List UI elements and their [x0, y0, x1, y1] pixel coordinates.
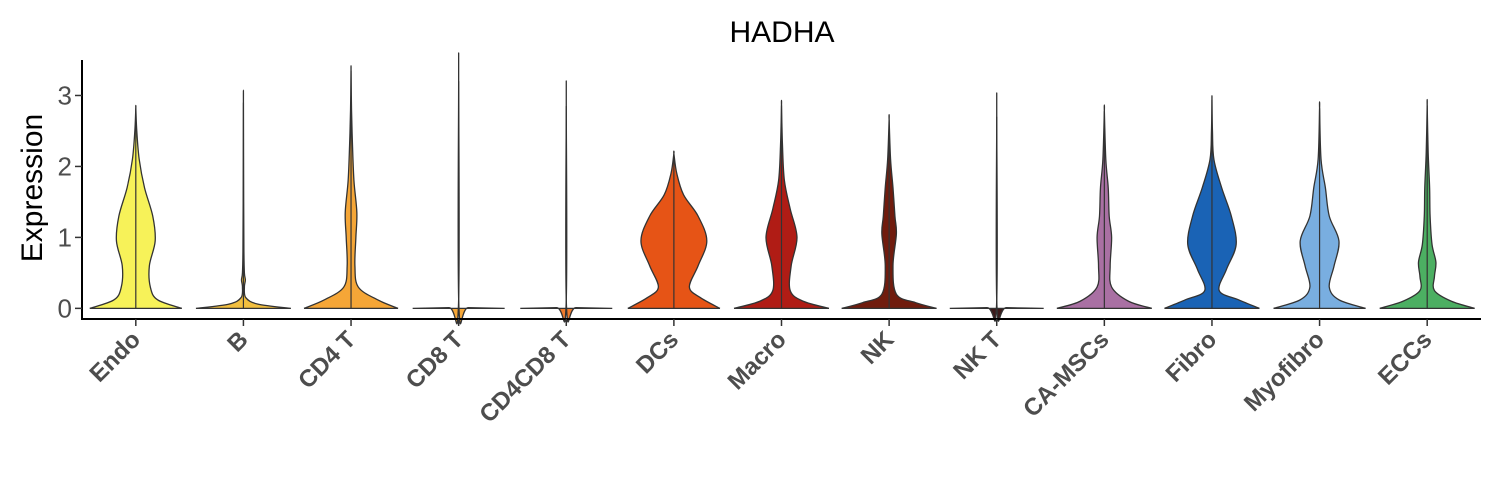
- x-tick-label: B: [222, 326, 253, 357]
- x-tick-label: Myofibro: [1239, 326, 1330, 417]
- x-tick-label: CD4CD8 T: [474, 326, 576, 428]
- y-ticks: 0 1 2 3: [58, 80, 82, 323]
- y-axis-label: Expression: [16, 114, 49, 262]
- x-tick-label: ECCs: [1373, 326, 1437, 390]
- y-tick-label: 2: [58, 151, 72, 181]
- x-ticks: Endo B CD4 T CD8 T CD4CD8 T DCs Macro NK NK T CA-…: [85, 319, 1437, 428]
- x-tick-label: Macro: [723, 326, 792, 395]
- x-tick-label: DCs: [631, 326, 684, 379]
- y-tick-label: 3: [58, 80, 72, 110]
- x-tick-label: NK T: [948, 326, 1007, 385]
- violins-layer: [89, 52, 1475, 325]
- x-tick-label: CD4 T: [293, 326, 361, 394]
- chart-title: HADHA: [729, 16, 834, 49]
- x-tick-label: Fibro: [1161, 326, 1223, 388]
- x-tick-label: Endo: [85, 326, 147, 388]
- y-tick-label: 0: [58, 293, 72, 323]
- x-tick-label: CA-MSCs: [1018, 326, 1114, 422]
- x-tick-label: NK: [856, 326, 900, 370]
- y-tick-label: 1: [58, 222, 72, 252]
- x-tick-label: CD8 T: [401, 326, 469, 394]
